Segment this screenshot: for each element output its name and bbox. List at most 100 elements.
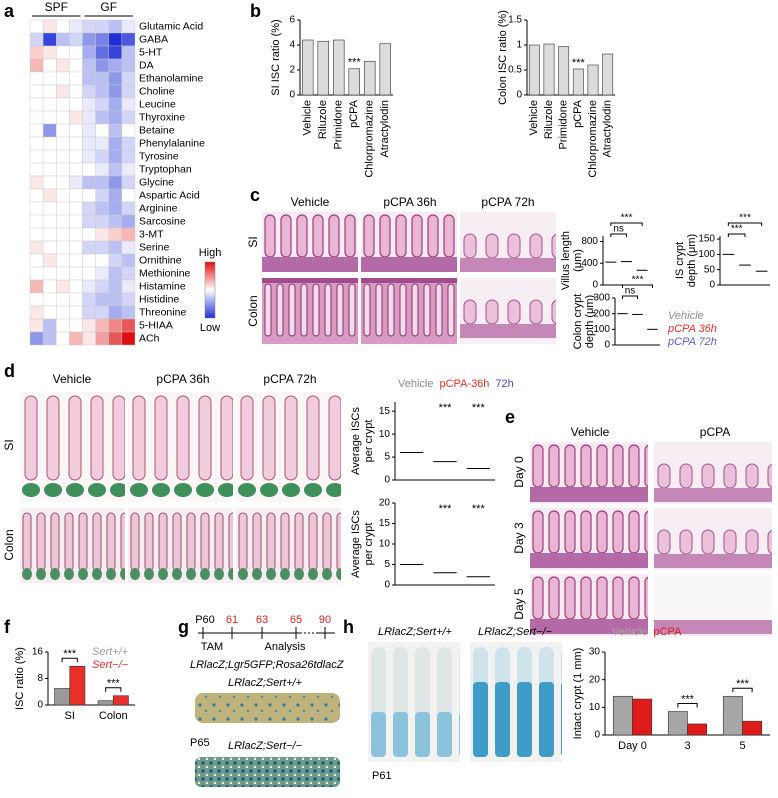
heatmap-cell bbox=[42, 58, 57, 73]
significance: *** bbox=[472, 402, 486, 414]
micrograph bbox=[20, 392, 125, 502]
x-tick-label: Vehicle bbox=[528, 100, 540, 135]
heatmap-cell bbox=[69, 331, 83, 346]
heatmap-cell bbox=[95, 253, 109, 268]
heatmap-cell bbox=[121, 162, 136, 177]
timeline-label: 61 bbox=[226, 614, 238, 626]
heatmap-cell bbox=[121, 19, 136, 34]
micrograph bbox=[361, 278, 457, 344]
heatmap-cell bbox=[121, 214, 136, 229]
heatmap-cell bbox=[82, 19, 96, 34]
significance: *** bbox=[731, 224, 743, 235]
heatmap-cell bbox=[42, 305, 57, 320]
micrograph bbox=[368, 642, 460, 762]
heatmap-cell bbox=[42, 188, 57, 203]
heatmap-cell bbox=[56, 201, 70, 216]
y-tick-label: 100 bbox=[593, 324, 610, 335]
micrograph bbox=[460, 212, 556, 272]
image-label: LRlacZ;Sert+/+ bbox=[378, 626, 453, 638]
x-tick-label: Colon bbox=[99, 710, 128, 722]
heatmap-cell bbox=[95, 201, 109, 216]
y-axis-label: ISC ratio (%) bbox=[14, 647, 26, 710]
row-label: Sarcosine bbox=[139, 215, 186, 227]
genotype: LRlacZ;Lgr5GFP;Rosa26tdlacZ bbox=[190, 659, 345, 671]
heatmap-cell bbox=[108, 58, 123, 73]
heatmap-cell bbox=[42, 253, 57, 268]
row-label: Tyrosine bbox=[139, 150, 179, 162]
column-group: GF bbox=[100, 0, 117, 14]
heatmap-cell bbox=[108, 97, 123, 112]
column-group: SPF bbox=[45, 0, 68, 14]
heatmap-cell bbox=[95, 71, 109, 86]
legend-entry: Vehicle bbox=[612, 626, 647, 638]
heatmap-cell bbox=[82, 136, 96, 151]
significance: *** bbox=[632, 275, 644, 286]
y-axis-label: per crypt bbox=[363, 523, 375, 566]
y-tick-label: 0 bbox=[516, 90, 522, 101]
heatmap-cell bbox=[108, 19, 123, 34]
heatmap-cell bbox=[108, 32, 123, 47]
row-label: Betaine bbox=[139, 124, 175, 136]
heatmap-cell bbox=[29, 84, 44, 99]
heatmap-cell bbox=[29, 266, 44, 281]
image-label: LRlacZ;Sert−/− bbox=[228, 740, 303, 752]
y-tick-label: 1.5 bbox=[508, 15, 522, 26]
y-tick-label: 2 bbox=[289, 65, 295, 76]
legend-entry: 72h bbox=[495, 378, 513, 390]
heatmap-cell bbox=[42, 136, 57, 151]
column-header: pCPA 72h bbox=[263, 372, 316, 386]
row-label: Histamine bbox=[139, 280, 186, 292]
bar bbox=[112, 695, 129, 706]
heatmap-cell bbox=[29, 136, 44, 151]
y-axis-label: per crypt bbox=[363, 420, 375, 463]
heatmap-cell bbox=[121, 227, 136, 242]
heatmap-cell bbox=[56, 162, 70, 177]
panel-label: c bbox=[250, 185, 260, 205]
heatmap-cell bbox=[56, 58, 70, 73]
heatmap-cell bbox=[56, 123, 70, 138]
heatmap-cell bbox=[69, 253, 83, 268]
heatmap-cell bbox=[56, 214, 70, 229]
row-label: Ornithine bbox=[139, 254, 182, 266]
significance-bracket bbox=[610, 222, 643, 226]
micrograph bbox=[236, 392, 341, 502]
micrograph bbox=[654, 508, 772, 570]
heatmap-cell bbox=[121, 305, 136, 320]
heatmap-cell bbox=[121, 201, 136, 216]
heatmap-cell bbox=[56, 175, 70, 190]
heatmap-cell bbox=[69, 318, 83, 333]
bar bbox=[302, 39, 314, 96]
y-tick-label: 0 bbox=[289, 90, 295, 101]
y-tick-label: 300 bbox=[593, 293, 610, 304]
heatmap-cell bbox=[121, 149, 136, 164]
bar bbox=[97, 700, 114, 706]
row-label: Day 0 bbox=[512, 456, 526, 488]
x-tick-label: Chlorpromazine bbox=[587, 100, 599, 178]
bar bbox=[742, 720, 763, 736]
y-axis-label: depth (μm) bbox=[584, 295, 596, 348]
heatmap-cell bbox=[82, 253, 96, 268]
heatmap-cell bbox=[82, 32, 96, 47]
bar bbox=[69, 665, 86, 706]
y-tick-label: 15 bbox=[379, 406, 391, 417]
row-label: Day 5 bbox=[512, 588, 526, 620]
heatmap-cell bbox=[108, 149, 123, 164]
x-tick-label: Day 0 bbox=[618, 740, 647, 752]
heatmap-cell bbox=[82, 188, 96, 203]
heatmap-cell bbox=[42, 149, 57, 164]
column-header: Vehicle bbox=[53, 372, 92, 386]
panel-label: d bbox=[4, 361, 15, 381]
heatmap-cell bbox=[56, 32, 70, 47]
heatmap-cell bbox=[69, 162, 83, 177]
bar bbox=[632, 698, 653, 736]
heatmap-cell bbox=[29, 240, 44, 255]
heatmap-cell bbox=[82, 97, 96, 112]
heatmap-cell bbox=[29, 123, 44, 138]
heatmap-cell bbox=[29, 32, 44, 47]
heatmap-cell bbox=[69, 84, 83, 99]
heatmap-cell bbox=[56, 110, 70, 125]
heatmap-cell bbox=[69, 240, 83, 255]
x-tick-label: Atractylodin bbox=[379, 100, 391, 157]
